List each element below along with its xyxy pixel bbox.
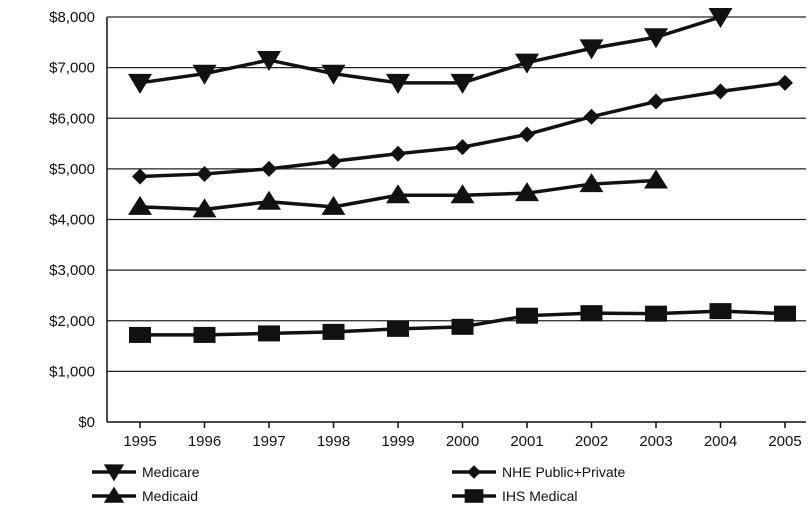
- triangle-down-icon: [128, 73, 152, 94]
- x-tick-label: 1996: [188, 433, 221, 450]
- gridlines: [107, 16, 806, 372]
- x-tick-label: 2005: [768, 433, 801, 450]
- legend-label: IHS Medical: [502, 488, 577, 504]
- square-icon: [451, 318, 474, 335]
- x-tick-label: 2000: [446, 433, 479, 450]
- x-tick-label: 1999: [381, 433, 414, 450]
- diamond-icon: [777, 74, 793, 91]
- x-tick-label: 2001: [510, 433, 543, 450]
- diamond-icon: [648, 93, 664, 110]
- square-icon: [580, 305, 603, 322]
- triangle-up-icon: [515, 182, 539, 202]
- y-tick-label: $7,000: [49, 60, 95, 77]
- triangle-down-icon: [192, 64, 217, 85]
- x-tick-label: 1995: [123, 433, 156, 450]
- square-icon: [129, 326, 151, 343]
- series-nhe-public-private: [132, 74, 793, 185]
- axes: [106, 17, 806, 423]
- triangle-down-icon: [450, 73, 475, 94]
- y-tick-label: $5,000: [49, 161, 95, 178]
- series-medicare: [128, 8, 733, 94]
- triangle-up-icon: [257, 190, 281, 210]
- x-tick-label: 2002: [575, 433, 608, 450]
- y-tick-label: $8,000: [49, 9, 95, 26]
- diamond-icon: [196, 165, 213, 182]
- legend: Medicare NHE Public+Private Medicaid IHS Me…: [92, 464, 626, 504]
- square-icon: [322, 323, 345, 340]
- triangle-down-icon: [386, 73, 410, 94]
- triangle-down-icon: [257, 51, 281, 72]
- triangle-down-icon: [103, 464, 125, 482]
- y-tick-label: $2,000: [49, 313, 95, 330]
- diamond-icon: [390, 145, 406, 162]
- square-icon: [258, 325, 280, 342]
- legend-label: NHE Public+Private: [502, 464, 626, 480]
- triangle-down-icon: [515, 53, 539, 74]
- series-line: [139, 15, 722, 85]
- square-icon: [193, 326, 216, 343]
- square-icon: [387, 320, 409, 337]
- legend-item: NHE Public+Private: [452, 464, 626, 480]
- square-icon: [709, 303, 732, 320]
- series-line: [139, 81, 786, 179]
- triangle-up-icon: [128, 195, 152, 215]
- diamond-icon: [583, 108, 600, 125]
- square-icon: [464, 489, 484, 503]
- diamond-icon: [712, 83, 729, 100]
- triangle-up-icon: [386, 184, 410, 204]
- triangle-down-icon: [708, 8, 733, 28]
- triangle-down-icon: [644, 28, 668, 49]
- y-tick-label: $3,000: [49, 262, 95, 279]
- diamond-icon: [132, 168, 148, 185]
- triangle-up-icon: [103, 486, 125, 503]
- series-ihs-medical: [129, 303, 796, 343]
- triangle-up-icon: [450, 184, 475, 204]
- x-tick-label: 2003: [639, 433, 672, 450]
- x-tick-label: 2004: [704, 433, 737, 450]
- triangle-up-icon: [321, 195, 346, 215]
- legend-label: Medicare: [142, 464, 200, 480]
- diamond-icon: [519, 126, 535, 143]
- y-tick-label: $0: [78, 414, 95, 431]
- y-tick-label: $6,000: [49, 110, 95, 127]
- square-icon: [516, 307, 538, 324]
- y-tick-label: $1,000: [49, 363, 95, 380]
- diamond-icon: [467, 465, 481, 479]
- x-tick-label: 1997: [252, 433, 285, 450]
- triangle-up-icon: [192, 198, 217, 218]
- diamond-icon: [325, 153, 342, 170]
- diamond-icon: [454, 139, 471, 156]
- square-icon: [645, 305, 667, 322]
- diamond-icon: [261, 160, 277, 177]
- triangle-down-icon: [579, 39, 604, 60]
- x-tick-label: 1998: [317, 433, 350, 450]
- y-tick-label: $4,000: [49, 212, 95, 229]
- x-axis-ticks: 1995 1996 1997 1998 1999 2000 2001 2002 2003 2004…: [123, 422, 802, 450]
- series-medicaid: [128, 169, 668, 218]
- legend-item: Medicare: [92, 464, 200, 482]
- series-layer: [128, 8, 796, 343]
- triangle-up-icon: [579, 173, 604, 193]
- triangle-up-icon: [644, 169, 668, 189]
- y-axis-ticks: $0 $1,000 $2,000 $3,000 $4,000 $5,000 $6,000 $7…: [49, 9, 95, 431]
- legend-item: Medicaid: [92, 486, 198, 504]
- legend-item: IHS Medical: [452, 488, 577, 504]
- triangle-down-icon: [321, 64, 346, 85]
- square-icon: [774, 305, 796, 322]
- legend-label: Medicaid: [142, 488, 198, 504]
